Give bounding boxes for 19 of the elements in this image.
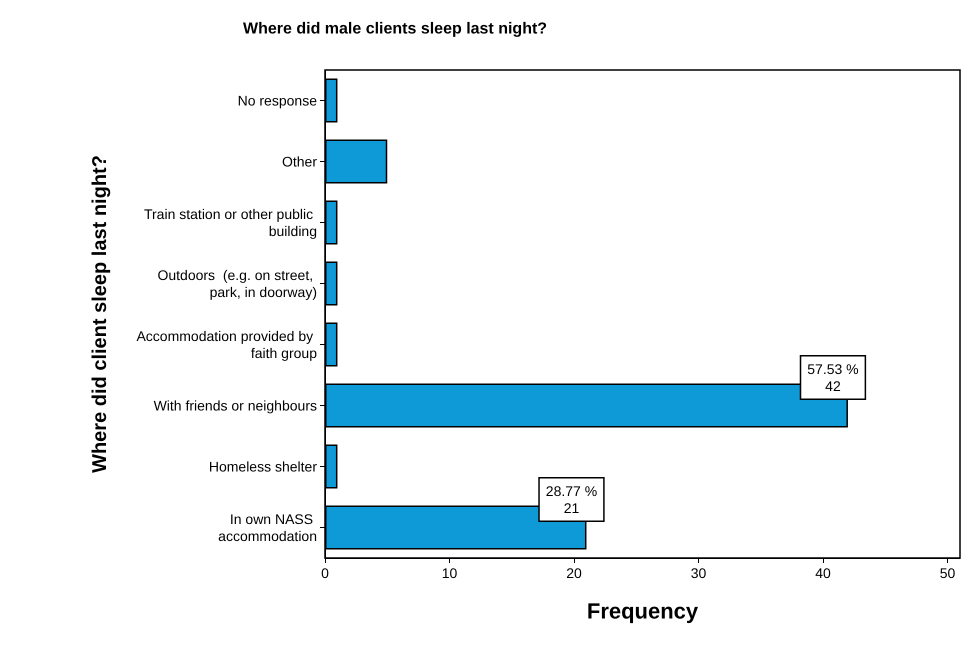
y-tick-label: Train station or other public building [144,206,317,239]
x-tick-label: 0 [321,565,330,581]
y-tick-label: Other [282,154,318,170]
y-tick-label: No response [238,92,318,108]
x-tick-label: 30 [690,565,707,581]
y-tick-label: In own NASS accommodation [218,511,317,544]
chart-title: Where did male clients sleep last night? [243,20,548,38]
y-tick-label: Accommodation provided by faith group [136,328,318,361]
x-axis-title: Frequency [586,598,699,624]
x-tick-label: 40 [815,565,832,581]
x-tick-label: 50 [940,565,956,581]
y-tick-label: Outdoors (e.g. on street, park, in doorway) [157,267,317,300]
y-tick-label: Homeless shelter [208,458,318,474]
data-label: 57.53 % 42 [807,361,859,394]
data-label: 28.77 % 21 [546,483,598,516]
x-tick-label: 20 [566,565,582,581]
y-tick-label: With friends or neighbours [154,398,317,414]
x-tick-label: 10 [442,565,458,581]
y-axis-title: Where did client sleep last night? [89,155,111,473]
